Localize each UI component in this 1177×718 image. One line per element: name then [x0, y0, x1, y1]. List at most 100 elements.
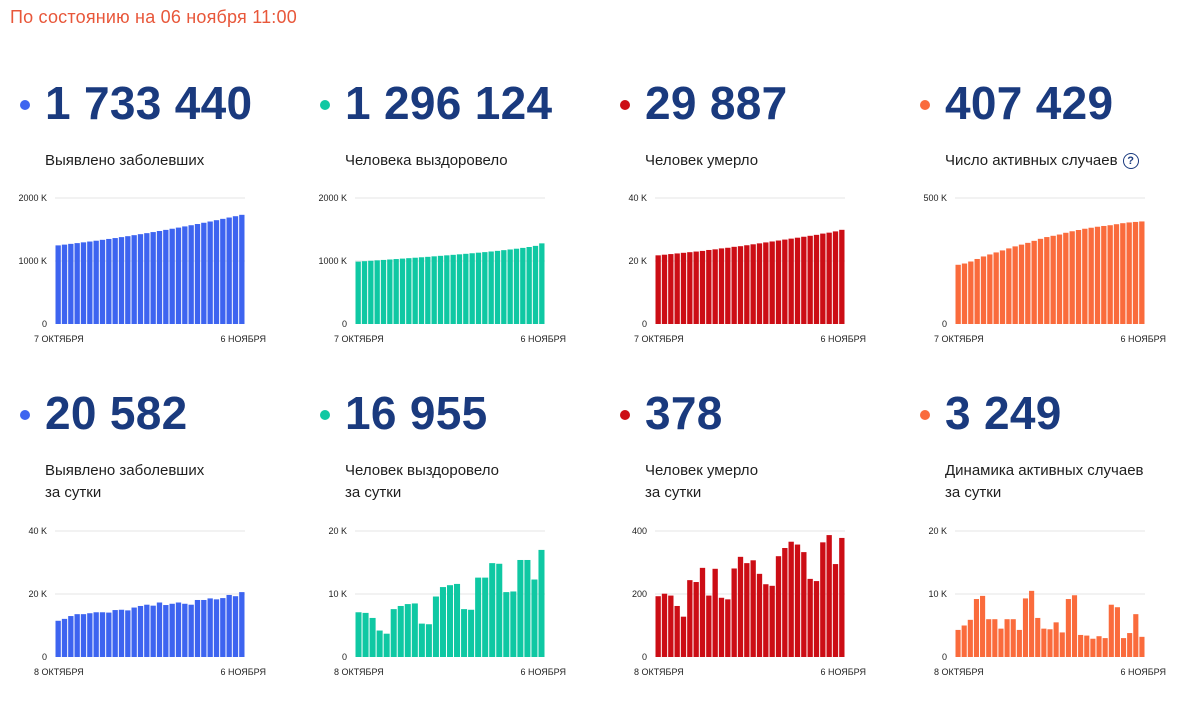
bar — [1031, 240, 1037, 324]
bar — [1101, 225, 1107, 324]
bar — [718, 597, 725, 657]
bar — [538, 549, 545, 657]
bar — [393, 259, 399, 324]
bar — [207, 221, 213, 324]
bar — [239, 592, 245, 657]
bar — [469, 253, 475, 324]
bar — [725, 247, 731, 324]
x-start-label: 7 ОКТЯБРЯ — [334, 334, 384, 344]
bar — [1050, 235, 1056, 324]
bar — [468, 609, 475, 657]
bar — [380, 259, 387, 324]
bar — [1108, 604, 1114, 657]
y-tick-label: 20 K — [28, 589, 47, 599]
bar — [968, 261, 974, 324]
stat-value: 16 955 — [345, 387, 488, 439]
bar — [456, 254, 463, 324]
bar — [169, 603, 175, 657]
bar — [510, 591, 517, 657]
x-end-label: 6 НОЯБРЯ — [520, 334, 566, 344]
bar — [112, 238, 118, 324]
x-end-label: 6 НОЯБРЯ — [1120, 667, 1166, 677]
bar — [144, 233, 150, 324]
bar — [355, 612, 362, 657]
stat-label-line: за сутки — [645, 484, 702, 501]
bar — [832, 564, 839, 657]
bar — [1044, 237, 1050, 324]
bar — [450, 254, 456, 324]
x-end-label: 6 НОЯБРЯ — [820, 667, 866, 677]
bar — [699, 250, 706, 324]
bar — [763, 584, 769, 657]
bar — [368, 260, 374, 324]
stat-card-recovered-daily: 16 955 Человек выздоровело за сутки 0 10 K 20… — [310, 387, 600, 718]
legend-dot — [620, 410, 630, 420]
bar — [207, 598, 213, 657]
legend-dot — [320, 100, 330, 110]
bar — [807, 235, 813, 324]
bar — [55, 620, 61, 657]
bar — [1063, 232, 1069, 324]
bar — [93, 240, 99, 324]
bar — [226, 217, 232, 324]
bar — [188, 604, 194, 657]
bar — [1120, 223, 1126, 324]
y-tick-label: 20 K — [328, 526, 347, 536]
bar — [232, 216, 239, 324]
bar — [463, 253, 469, 324]
stat-value: 3 249 — [945, 387, 1062, 439]
bar — [106, 238, 112, 324]
chart-recovered-daily: 0 10 K 20 K 8 ОКТЯБРЯ 6 НОЯБРЯ — [328, 526, 566, 677]
stat-label: Человек выздоровело за сутки — [345, 460, 499, 504]
bar — [361, 261, 368, 324]
bar — [404, 604, 411, 657]
bar — [439, 587, 446, 657]
y-tick-label: 20 K — [628, 256, 647, 266]
bar — [406, 258, 412, 324]
bar — [226, 594, 232, 657]
stat-value: 1 296 124 — [345, 77, 553, 129]
bar — [1041, 628, 1047, 657]
bar — [731, 246, 737, 324]
bar — [1056, 234, 1063, 324]
bar — [99, 239, 106, 324]
bar — [454, 583, 461, 657]
bar — [99, 612, 106, 657]
help-icon[interactable]: ? — [1122, 153, 1139, 169]
y-tick-label: 500 K — [923, 193, 947, 203]
x-end-label: 6 НОЯБРЯ — [520, 667, 566, 677]
stat-label-line: Выявлено заболевших — [45, 462, 205, 479]
bar — [539, 243, 545, 324]
bar — [1126, 222, 1132, 324]
x-start-label: 8 ОКТЯБРЯ — [934, 667, 984, 677]
bar — [775, 556, 782, 657]
bar — [125, 610, 131, 657]
bar — [974, 258, 980, 324]
y-tick-label: 40 K — [28, 526, 47, 536]
x-end-label: 6 НОЯБРЯ — [820, 334, 866, 344]
bar — [399, 258, 406, 324]
bar — [992, 619, 998, 657]
bar — [782, 239, 788, 324]
stat-label: Выявлено заболевших — [45, 150, 204, 172]
bar — [1120, 638, 1127, 657]
bar — [137, 234, 144, 324]
bar — [674, 253, 680, 324]
x-start-label: 8 ОКТЯБРЯ — [34, 667, 84, 677]
bar — [87, 241, 93, 324]
bar — [106, 612, 112, 657]
bar — [1107, 225, 1113, 324]
bar — [369, 617, 376, 657]
chart-recovered: 0 1000 K 2000 K 7 ОКТЯБРЯ 6 НОЯБРЯ — [318, 193, 566, 344]
x-start-label: 7 ОКТЯБРЯ — [34, 334, 84, 344]
bar — [425, 624, 432, 657]
legend-dot — [920, 410, 930, 420]
bar — [955, 264, 961, 324]
bar — [163, 229, 169, 324]
bar — [1094, 226, 1101, 324]
bar — [718, 248, 725, 324]
bar — [775, 240, 782, 324]
bar — [655, 255, 661, 324]
stat-label-line: Человек выздоровело — [345, 462, 499, 479]
bar — [826, 535, 832, 657]
